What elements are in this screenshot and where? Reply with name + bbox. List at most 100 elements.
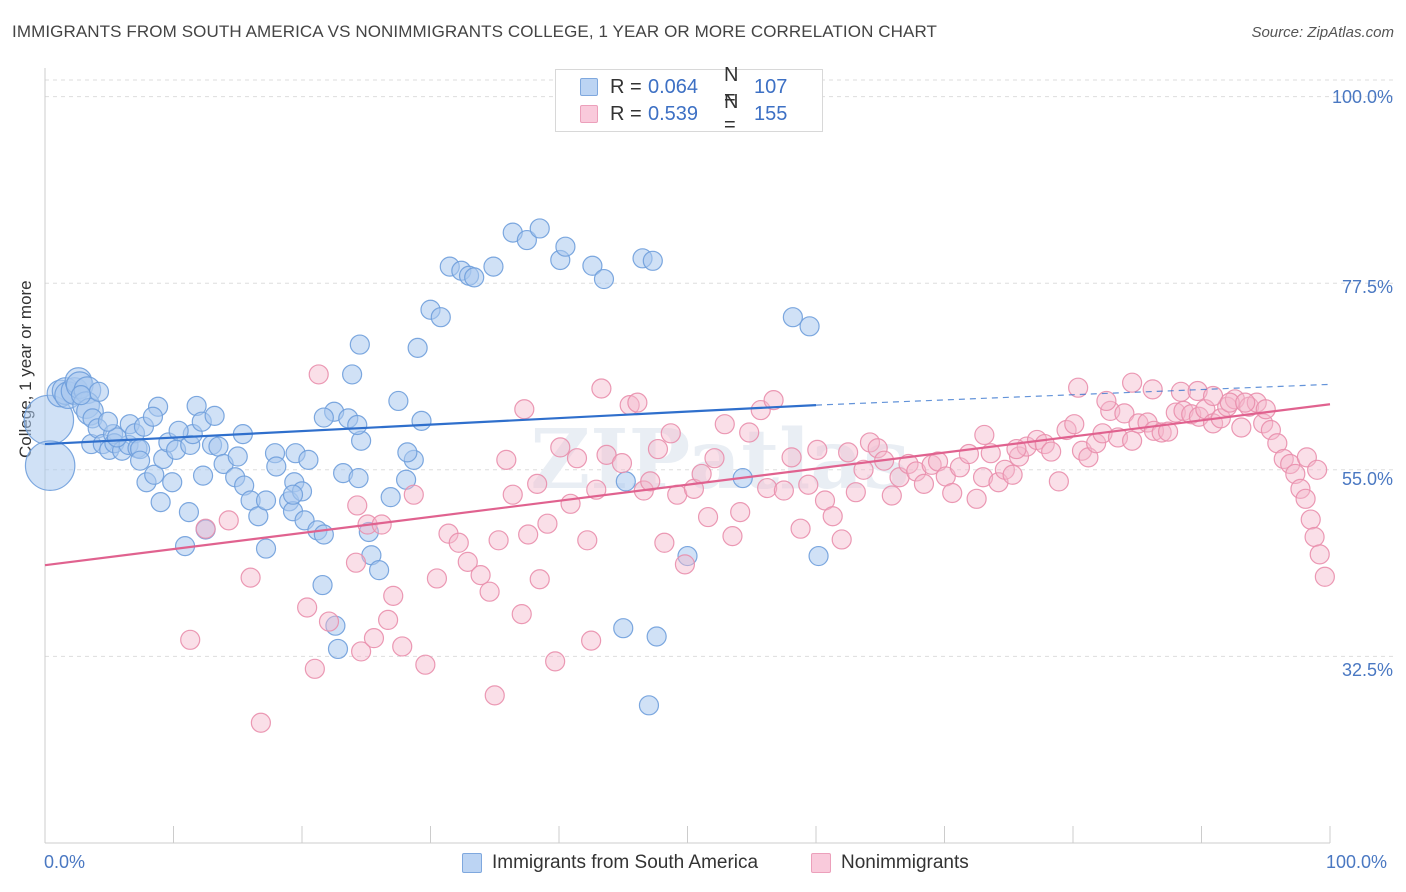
blue-point — [529, 218, 550, 239]
pink-point — [1314, 566, 1335, 587]
pink-point — [448, 532, 469, 553]
bottom-legend-label: Immigrants from South America — [492, 852, 759, 873]
legend-n-label: N = — [724, 64, 739, 109]
bottom-legend-swatch-pink — [811, 853, 831, 873]
pink-point — [304, 658, 325, 679]
legend-swatch-blue — [580, 78, 598, 96]
pink-point — [838, 442, 859, 463]
pink-point — [1151, 422, 1172, 443]
pink-point — [972, 467, 994, 488]
pink-point — [781, 447, 802, 468]
pink-point — [218, 510, 239, 531]
pink-point — [518, 524, 539, 545]
pink-point — [1285, 463, 1306, 485]
pink-point — [596, 444, 617, 465]
pink-point — [511, 603, 532, 625]
pink-point — [560, 493, 581, 514]
blue-point — [70, 385, 92, 406]
pink-point — [545, 651, 566, 672]
pink-point — [479, 581, 500, 602]
x-tick-label-min: 0.0% — [44, 852, 86, 872]
pink-point — [496, 449, 517, 470]
legend-r-label: R = — [610, 75, 642, 98]
blue-point — [204, 405, 225, 426]
pink-point — [640, 471, 661, 492]
blue-point — [638, 695, 660, 716]
blue-point — [358, 521, 379, 543]
pink-point — [974, 424, 995, 446]
pink-point — [958, 443, 980, 465]
pink-point — [1290, 478, 1311, 499]
pink-point — [1255, 399, 1276, 420]
pink-point — [1157, 421, 1179, 442]
blue-point — [97, 411, 119, 432]
pink-point — [426, 568, 448, 589]
pink-point — [1002, 464, 1023, 485]
blue-point — [347, 414, 368, 436]
pink-point — [691, 463, 712, 485]
pink-point — [763, 390, 784, 411]
pink-point — [942, 482, 963, 504]
pink-point — [1041, 441, 1062, 462]
blue-point — [162, 472, 183, 493]
blue-trend-extension — [815, 383, 1331, 406]
pink-point — [611, 453, 633, 474]
bottom-legend-blue: Immigrants from South America — [462, 852, 758, 874]
pink-point — [867, 438, 888, 459]
pink-point — [502, 484, 523, 505]
pink-point — [1048, 471, 1069, 492]
pink-point — [966, 488, 987, 509]
pink-point — [363, 628, 385, 649]
pink-point — [757, 477, 778, 499]
pink-point — [566, 448, 588, 469]
legend-n-value: 155 — [754, 102, 788, 125]
blue-point — [555, 236, 576, 257]
blue-point — [430, 307, 451, 328]
blue-point — [327, 638, 349, 660]
pink-point — [704, 448, 725, 469]
pink-point — [1122, 372, 1143, 393]
blue-point — [646, 626, 667, 647]
blue-point — [348, 467, 369, 489]
blue-point — [615, 471, 636, 492]
blue-point — [483, 256, 504, 277]
blue-point — [799, 316, 820, 337]
pink-point — [195, 518, 216, 539]
pink-point — [1231, 417, 1252, 438]
bottom-legend-pink: Nonimmigrants — [811, 852, 969, 874]
pink-point — [392, 636, 413, 657]
blue-point — [369, 560, 390, 581]
legend-n-value: 107 — [754, 75, 788, 98]
pink-point — [1300, 509, 1321, 530]
blue-point — [380, 487, 401, 508]
legend-r-value: 0.539 — [648, 102, 699, 125]
pink-point — [807, 439, 828, 460]
pink-point — [730, 501, 751, 523]
pink-point — [1068, 377, 1089, 398]
pink-point — [1260, 419, 1281, 441]
pink-point — [577, 530, 598, 551]
pink-point — [722, 526, 743, 547]
pink-point — [1235, 392, 1256, 413]
blue-point — [88, 381, 110, 402]
legend-n-label: N = — [724, 91, 739, 136]
pink-point — [831, 529, 852, 550]
pink-point — [790, 518, 811, 539]
pink-point — [1114, 403, 1135, 424]
pink-point — [351, 641, 372, 662]
pink-point — [527, 473, 548, 494]
blue-point — [808, 545, 829, 567]
blue-point — [142, 406, 164, 427]
pink-point — [403, 484, 424, 505]
pink-point — [798, 474, 819, 495]
pink-point — [297, 597, 318, 618]
blue-point — [298, 449, 319, 470]
pink-point — [1122, 430, 1143, 451]
blue-point — [178, 501, 200, 523]
pink-point — [898, 453, 919, 475]
bottom-legend-label: Nonimmigrants — [841, 852, 969, 873]
pink-point — [250, 712, 271, 733]
source-label: Source: ZipAtlas.com — [1251, 24, 1394, 41]
pink-point — [654, 532, 675, 553]
pink-point — [714, 414, 735, 435]
